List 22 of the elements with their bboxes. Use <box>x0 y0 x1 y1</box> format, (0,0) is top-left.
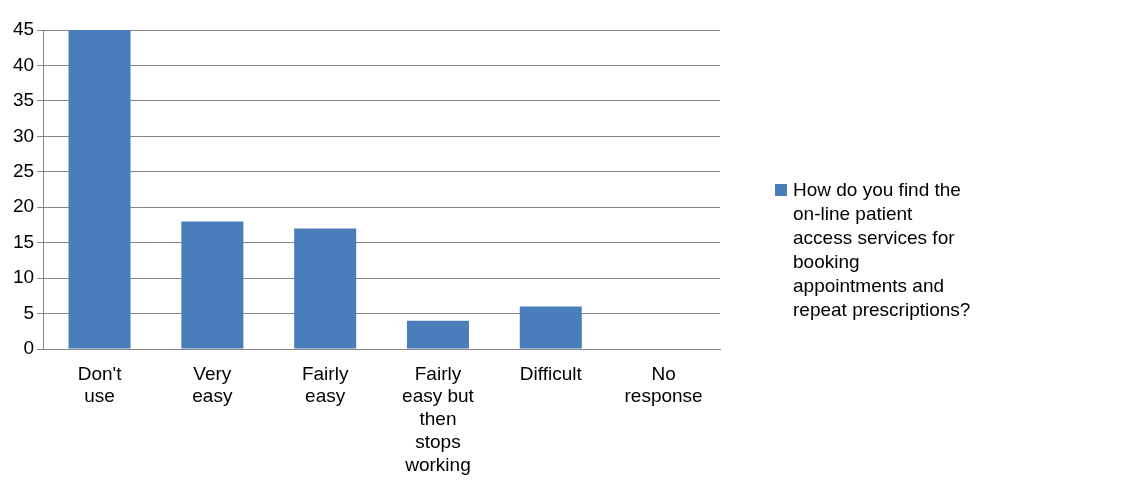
x-tick-label: No response <box>624 362 703 407</box>
bar <box>68 30 131 349</box>
bar <box>519 306 582 349</box>
bar <box>294 228 357 349</box>
y-tick-label: 15 <box>12 230 35 252</box>
y-tick-label: 5 <box>23 301 35 323</box>
x-tick-label: Fairly easy <box>301 362 349 407</box>
y-tick-label: 10 <box>12 266 35 288</box>
x-tick-label: Don't use <box>77 362 123 407</box>
y-tick-label: 30 <box>12 124 35 146</box>
x-tick-label: Very easy <box>192 362 233 407</box>
y-tick-label: 0 <box>23 337 35 359</box>
y-tick-label: 40 <box>12 53 35 75</box>
y-tick-label: 45 <box>12 18 35 40</box>
bar <box>406 320 469 349</box>
bar <box>181 221 244 349</box>
x-tick-label: Difficult <box>519 362 583 384</box>
y-tick-label: 35 <box>12 89 35 111</box>
y-tick-label: 25 <box>12 160 35 182</box>
y-tick-label: 20 <box>12 195 35 217</box>
legend-label: How do you find the on-line patient access services for booking appointments and repeat prescriptions? <box>793 178 972 322</box>
x-tick-label: Fairly easy but then stops working <box>402 362 475 475</box>
